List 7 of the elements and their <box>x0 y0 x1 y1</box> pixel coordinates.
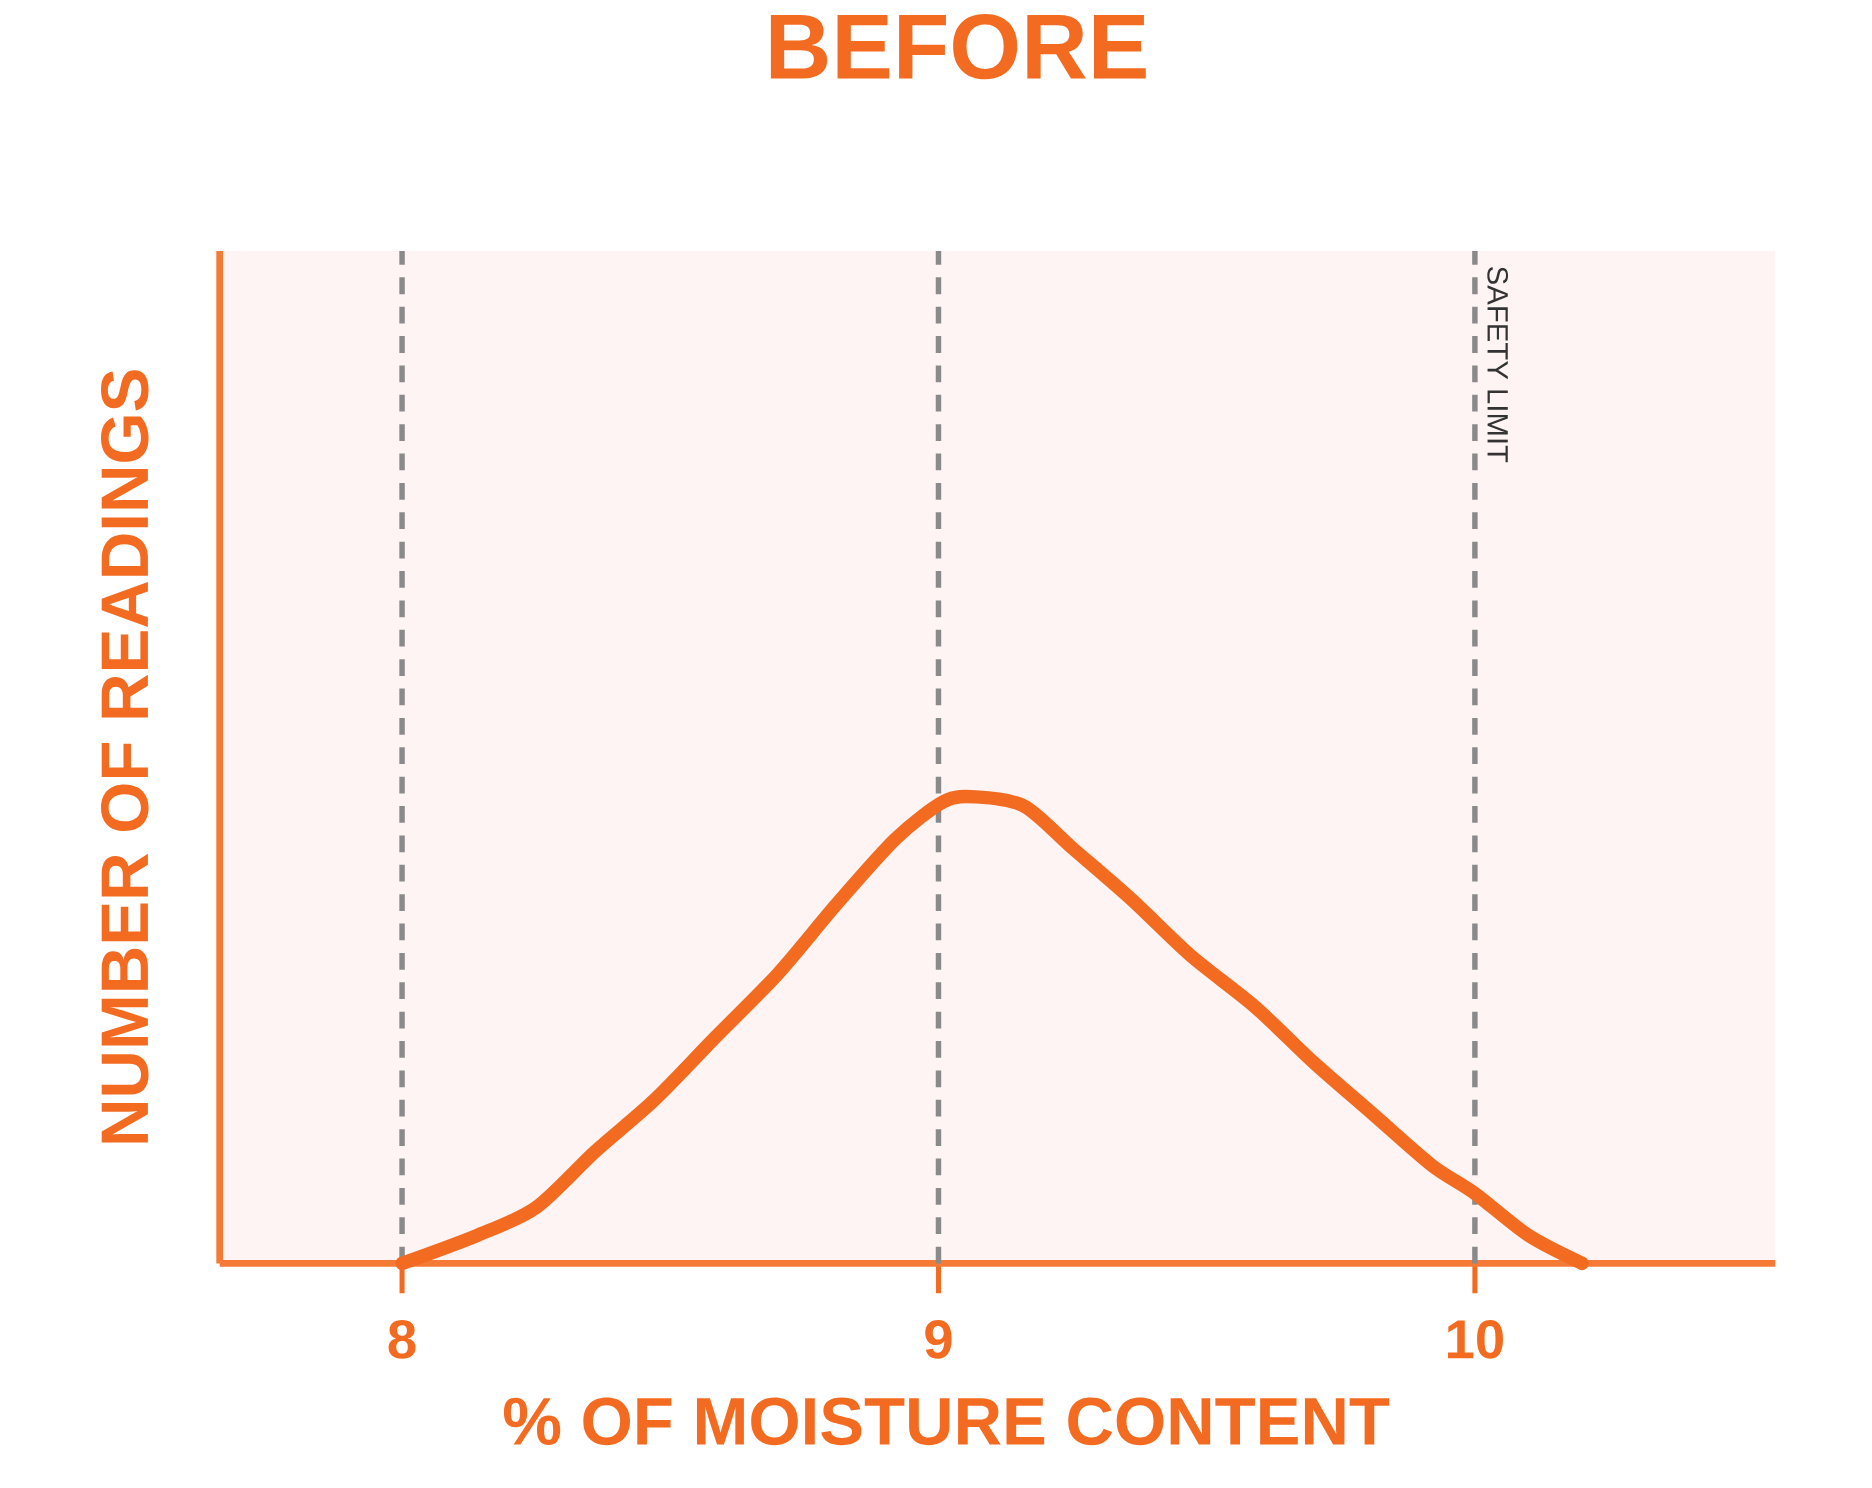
y-axis-title: NUMBER OF READINGS <box>101 370 149 1143</box>
x-axis-title: % OF MOISTURE CONTENT <box>503 1397 1390 1446</box>
ref-line-label: SAFETY LIMIT <box>1487 266 1509 463</box>
x-tick-label: 10 <box>1447 1320 1503 1359</box>
x-tick-label: 9 <box>925 1320 952 1359</box>
chart-title: BEFORE <box>770 13 1146 80</box>
x-tick-label: 8 <box>388 1320 416 1359</box>
